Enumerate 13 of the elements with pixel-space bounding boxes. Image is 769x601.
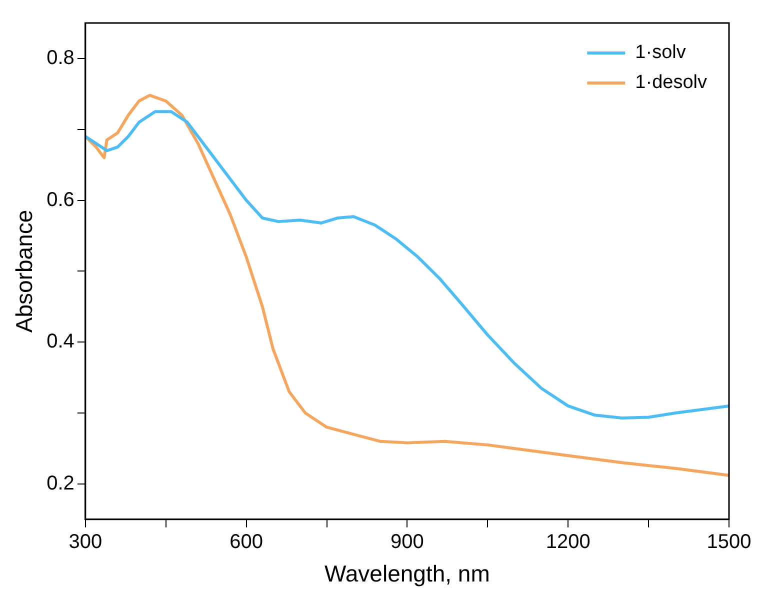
x-axis-title: Wavelength, nm <box>324 560 490 587</box>
y-tick-label: 0.4 <box>46 330 74 353</box>
legend-label: 1·solv <box>635 42 686 64</box>
x-tick-label: 1200 <box>546 530 590 553</box>
legend-label: 1·desolv <box>635 72 708 94</box>
y-tick-label: 0.8 <box>46 46 74 69</box>
y-axis-title: Absorbance <box>11 210 38 333</box>
y-tick-label: 0.6 <box>46 188 74 211</box>
x-tick-label: 300 <box>68 530 102 553</box>
x-tick-label: 600 <box>230 530 263 553</box>
x-tick-label: 900 <box>390 530 424 553</box>
x-tick-label: 1500 <box>706 530 752 553</box>
y-tick-label: 0.2 <box>46 472 74 494</box>
